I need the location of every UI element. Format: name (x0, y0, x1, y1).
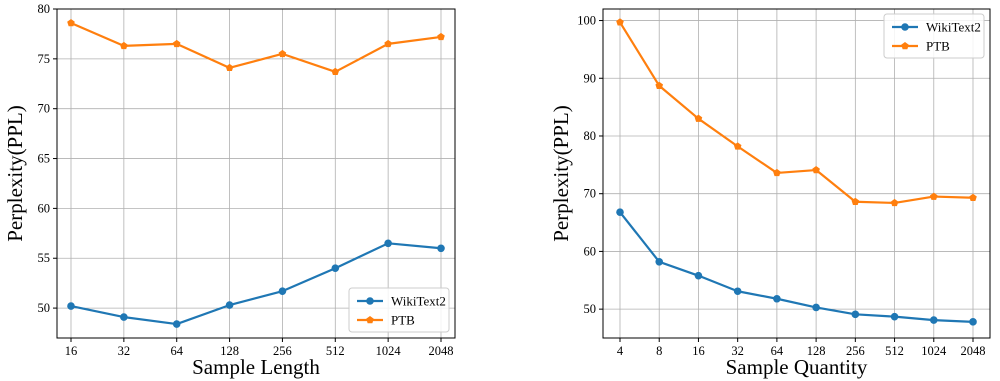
x-tick-label: 64 (771, 344, 784, 358)
legend: WikiText2 PTB (883, 13, 985, 59)
series-line (619, 21, 974, 205)
legend-label: PTB (391, 313, 415, 328)
data-point (929, 192, 938, 200)
legend-label: WikiText2 (926, 20, 981, 35)
series-wikitext2 (616, 208, 977, 326)
data-point (694, 114, 703, 122)
series-ptb (616, 18, 977, 207)
x-tick-label: 1024 (376, 344, 402, 358)
legend-label: PTB (926, 39, 950, 54)
data-point (437, 244, 445, 253)
data-point (225, 63, 234, 72)
x-tick-label: 128 (807, 344, 826, 358)
y-tick-label: 50 (38, 301, 51, 315)
x-tick-label: 2048 (429, 344, 454, 358)
data-point (733, 142, 742, 150)
data-point (278, 49, 287, 58)
data-point (890, 312, 899, 321)
data-point (851, 310, 860, 319)
x-axis-title: Sample Length (192, 355, 320, 379)
data-point (120, 313, 128, 321)
y-tick-label: 50 (584, 302, 597, 316)
data-point (437, 32, 445, 41)
y-tick-label: 80 (38, 2, 51, 16)
chart-sample-length: 16 32 64 128 256 512 1024 2048 50 55 60 65 70 75 80 Sam… (3, 2, 456, 379)
data-point (969, 193, 977, 201)
x-tick-label: 16 (692, 344, 705, 358)
data-point (120, 41, 128, 50)
y-tick-label: 60 (584, 244, 597, 258)
y-tick-label: 70 (584, 187, 597, 201)
legend-marker (901, 42, 909, 50)
data-point (67, 18, 75, 27)
legend-marker (901, 23, 909, 31)
x-tick-label: 2048 (961, 344, 986, 358)
legend-marker (366, 316, 374, 324)
y-axis-title: Perplexity(PPL) (3, 105, 27, 242)
legend-label: WikiText2 (391, 294, 446, 309)
series-line (70, 21, 442, 73)
y-tick-label: 90 (584, 71, 597, 85)
series-ptb (67, 18, 445, 76)
data-point (384, 39, 392, 48)
x-tick-label: 256 (846, 344, 865, 358)
y-tick-label: 80 (584, 129, 597, 143)
x-tick-label: 128 (220, 344, 239, 358)
chart-sample-quantity: 4 8 16 32 64 128 256 512 1024 2048 50 60 70 80 90 100 Sa… (549, 8, 991, 379)
x-tick-label: 512 (326, 344, 345, 358)
x-tick-label: 16 (65, 344, 78, 358)
data-point (929, 316, 938, 324)
series-line (619, 211, 974, 323)
plot-frame (602, 8, 991, 339)
x-tick-label: 4 (617, 344, 624, 358)
x-tick-label: 64 (170, 344, 183, 358)
data-point (773, 294, 781, 303)
y-axis-title: Perplexity(PPL) (549, 105, 573, 242)
data-point (616, 208, 624, 216)
data-point (655, 81, 664, 90)
x-tick-label: 32 (731, 344, 744, 358)
data-point (812, 166, 820, 174)
data-point (655, 258, 664, 266)
x-axis-title: Sample Quantity (726, 355, 868, 379)
data-point (773, 168, 781, 177)
y-tick-label: 75 (38, 52, 51, 66)
y-tick-label: 100 (577, 14, 596, 28)
data-point (331, 264, 340, 273)
data-point (616, 18, 624, 26)
data-point (890, 198, 899, 207)
data-point (812, 303, 820, 312)
y-tick-label: 65 (38, 152, 51, 166)
x-tick-label: 8 (656, 344, 662, 358)
legend: WikiText2 PTB (348, 287, 450, 333)
plot-frame (56, 8, 456, 339)
data-point (67, 302, 75, 310)
series-wikitext2 (67, 239, 445, 328)
y-tick-label: 70 (38, 102, 51, 116)
data-point (969, 318, 977, 326)
data-point (384, 239, 392, 248)
series-line (70, 242, 442, 326)
data-point (278, 287, 287, 295)
legend-marker (366, 297, 374, 305)
data-point (172, 39, 181, 48)
x-tick-label: 256 (273, 344, 292, 358)
data-point (694, 271, 703, 280)
grid (57, 8, 455, 338)
y-tick-label: 55 (38, 251, 51, 265)
x-tick-label: 1024 (921, 344, 947, 358)
data-point (733, 287, 742, 296)
x-tick-label: 512 (885, 344, 904, 358)
data-point (851, 197, 860, 206)
x-tick-label: 32 (118, 344, 131, 358)
y-tick-label: 60 (38, 201, 51, 215)
data-point (225, 301, 234, 309)
data-point (331, 67, 340, 76)
data-point (172, 320, 181, 328)
